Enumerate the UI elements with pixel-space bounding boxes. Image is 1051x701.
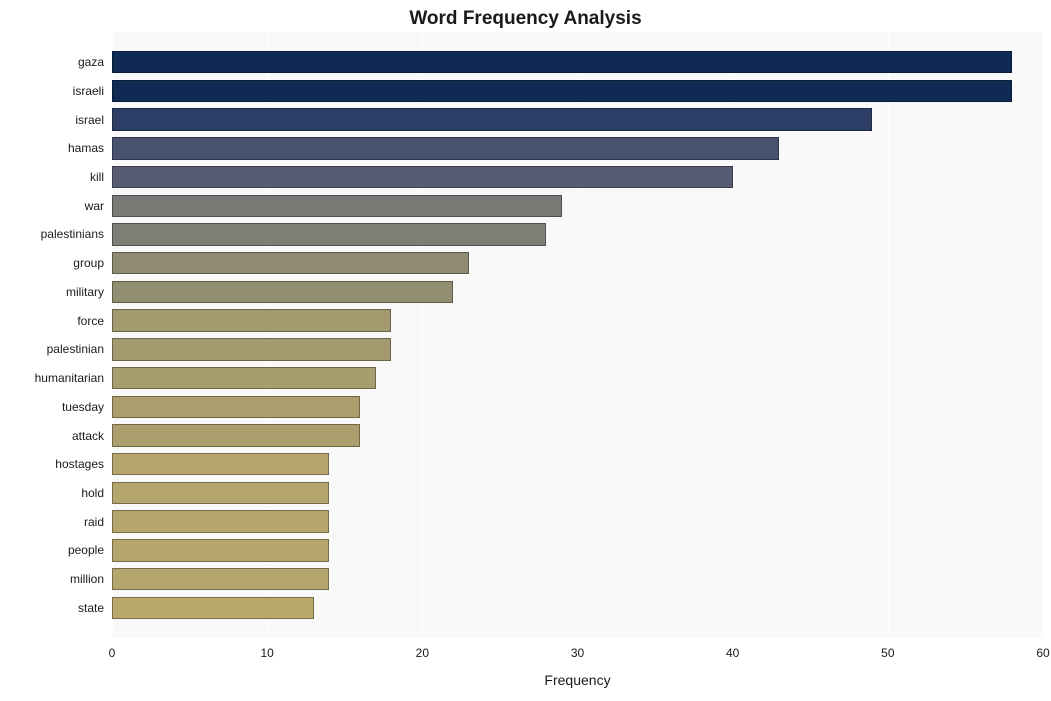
bar [112,510,329,532]
plot-area: 0102030405060Frequencygazaisraeliisraelh… [112,32,1043,638]
bar [112,597,314,619]
x-tick-label: 30 [571,646,584,660]
y-tick-label: gaza [78,55,112,69]
bar [112,367,376,389]
x-axis-title: Frequency [112,672,1043,688]
x-tick-label: 40 [726,646,739,660]
bar [112,80,1012,102]
bar [112,108,872,130]
bar [112,166,733,188]
x-tick-label: 50 [881,646,894,660]
bar [112,453,329,475]
bar [112,223,546,245]
chart-title: Word Frequency Analysis [0,8,1051,30]
bar [112,424,360,446]
bar [112,252,469,274]
bar-row: force [112,309,1043,331]
y-tick-label: israeli [73,84,112,98]
bar-row: raid [112,510,1043,532]
bar-row: state [112,597,1043,619]
y-tick-label: hold [81,486,112,500]
bar-row: israeli [112,80,1043,102]
y-tick-label: force [77,314,112,328]
y-tick-label: million [70,572,112,586]
bar-row: kill [112,166,1043,188]
bar [112,51,1012,73]
bar-row: people [112,539,1043,561]
bar-row: military [112,281,1043,303]
x-tick-label: 60 [1036,646,1049,660]
y-tick-label: tuesday [62,400,112,414]
bar-row: attack [112,424,1043,446]
y-tick-label: people [68,543,112,557]
y-tick-label: humanitarian [35,371,112,385]
bar [112,568,329,590]
bar-row: palestinian [112,338,1043,360]
bar-row: hamas [112,137,1043,159]
y-tick-label: hamas [68,141,112,155]
y-tick-label: palestinian [47,342,112,356]
y-tick-label: state [78,601,112,615]
y-tick-label: raid [84,515,112,529]
bar [112,281,453,303]
bar [112,482,329,504]
y-tick-label: military [66,285,112,299]
x-tick-label: 0 [109,646,116,660]
y-tick-label: attack [72,429,112,443]
bar-row: israel [112,108,1043,130]
bar [112,539,329,561]
x-tick-label: 20 [416,646,429,660]
bar [112,396,360,418]
y-tick-label: group [73,256,112,270]
bar-row: gaza [112,51,1043,73]
y-tick-label: israel [75,113,112,127]
bar-row: tuesday [112,396,1043,418]
y-tick-label: palestinians [41,227,112,241]
bar-row: million [112,568,1043,590]
bar-row: war [112,195,1043,217]
gridline [1043,32,1044,638]
x-tick-label: 10 [260,646,273,660]
bar [112,137,779,159]
bar-row: palestinians [112,223,1043,245]
bar-row: hold [112,482,1043,504]
bar [112,309,391,331]
y-tick-label: hostages [55,457,112,471]
y-tick-label: kill [90,170,112,184]
y-tick-label: war [85,199,112,213]
bar [112,338,391,360]
bar-row: group [112,252,1043,274]
chart-container: Word Frequency Analysis 0 10 20 30 40 50 60 Fre… [0,0,1051,701]
bar-row: hostages [112,453,1043,475]
bar [112,195,562,217]
bar-row: humanitarian [112,367,1043,389]
